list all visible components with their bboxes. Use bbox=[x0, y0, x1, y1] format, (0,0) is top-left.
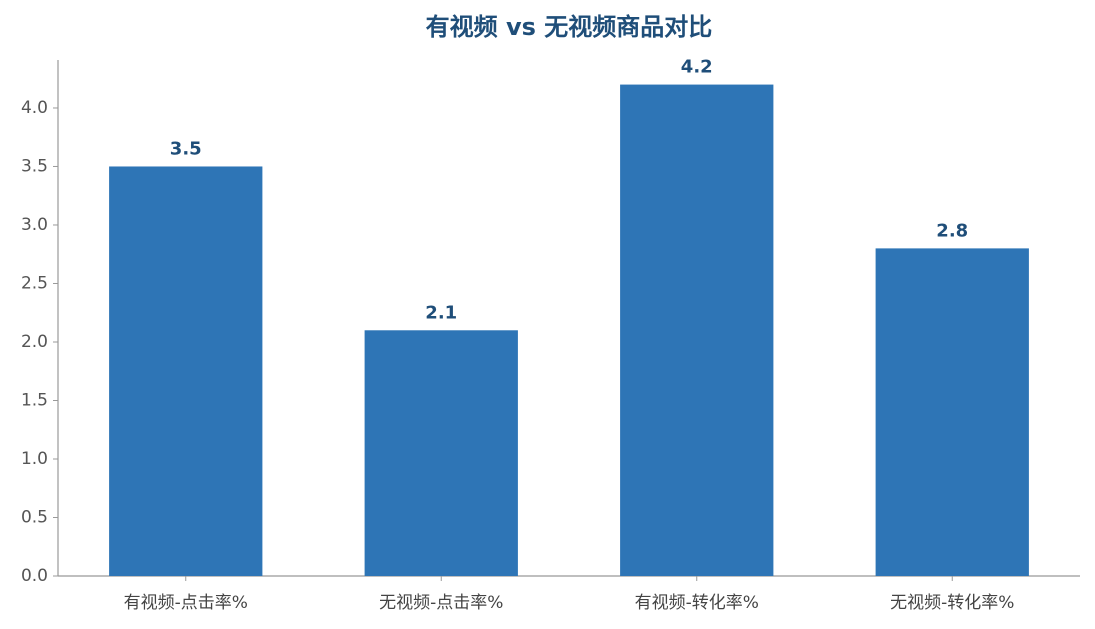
y-tick-label: 2.5 bbox=[21, 273, 48, 293]
bar bbox=[109, 166, 263, 576]
x-tick-label: 无视频-转化率% bbox=[890, 593, 1014, 613]
y-tick-label: 3.5 bbox=[21, 156, 48, 176]
value-label: 3.5 bbox=[170, 138, 202, 159]
y-tick-label: 0.5 bbox=[21, 507, 48, 527]
y-tick-label: 3.0 bbox=[21, 215, 48, 235]
value-label: 4.2 bbox=[681, 57, 713, 78]
value-label: 2.1 bbox=[425, 302, 457, 323]
y-tick-label: 4.0 bbox=[21, 98, 48, 118]
y-tick-label: 1.5 bbox=[21, 390, 48, 410]
x-tick-label: 有视频-转化率% bbox=[635, 593, 759, 613]
value-label: 2.8 bbox=[936, 220, 968, 241]
x-tick-label: 无视频-点击率% bbox=[379, 593, 503, 613]
bar bbox=[875, 248, 1029, 576]
x-tick-label: 有视频-点击率% bbox=[124, 593, 248, 613]
y-tick-label: 2.0 bbox=[21, 332, 48, 352]
bar bbox=[364, 330, 518, 576]
bar bbox=[620, 84, 774, 577]
y-tick-label: 1.0 bbox=[21, 449, 48, 469]
chart-title: 有视频 vs 无视频商品对比 bbox=[426, 13, 713, 41]
y-tick-label: 0.0 bbox=[21, 566, 48, 586]
